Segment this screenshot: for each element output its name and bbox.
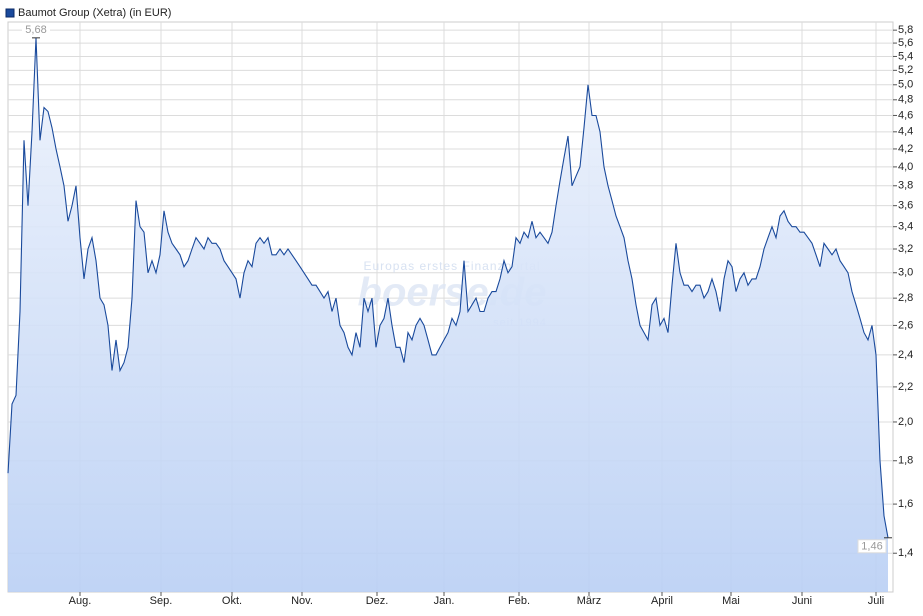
y-tick-label: 1,4 [898, 547, 913, 559]
y-tick-label: 4,2 [898, 143, 913, 155]
y-tick-label: 5,8 [898, 24, 913, 36]
y-tick-label: 4,4 [898, 126, 913, 138]
x-tick-label: Dez. [366, 595, 389, 607]
y-tick-label: 5,6 [898, 37, 913, 49]
x-tick-label: März [577, 595, 601, 607]
x-tick-label: Feb. [508, 595, 530, 607]
x-tick-label: Juni [792, 595, 812, 607]
y-tick-label: 4,6 [898, 109, 913, 121]
y-tick-label: 2,0 [898, 416, 913, 428]
annotation-label: 5,68 [25, 24, 46, 36]
x-tick-label: Okt. [222, 595, 242, 607]
x-tick-label: Nov. [291, 595, 313, 607]
annotation-box [22, 22, 50, 36]
x-tick-label: Juli [868, 595, 885, 607]
x-tick-label: Mai [722, 595, 740, 607]
y-tick-label: 4,8 [898, 94, 913, 106]
watermark-tagline: Europas erstes Finanzportal [363, 259, 540, 273]
area-fill [8, 37, 888, 592]
y-tick-label: 2,4 [898, 349, 913, 361]
y-tick-label: 1,8 [898, 455, 913, 467]
annotation-label: 1,46 [861, 541, 882, 553]
y-tick-label: 2,8 [898, 292, 913, 304]
y-tick-label: 1,6 [898, 498, 913, 510]
legend-label: Baumot Group (Xetra) (in EUR) [18, 7, 171, 19]
x-tick-label: Jan. [434, 595, 455, 607]
x-tick-label: Sep. [150, 595, 173, 607]
price-line [7, 37, 889, 538]
x-tick-label: Aug. [69, 595, 92, 607]
y-tick-label: 4,0 [898, 161, 913, 173]
y-tick-label: 3,8 [898, 180, 913, 192]
y-tick-label: 2,6 [898, 319, 913, 331]
y-tick-label: 3,4 [898, 221, 913, 233]
y-tick-label: 5,2 [898, 64, 913, 76]
legend-swatch [5, 8, 15, 18]
y-tick-label: 5,4 [898, 50, 913, 62]
x-tick-label: April [651, 595, 673, 607]
y-tick-label: 2,2 [898, 381, 913, 393]
annotation-box [857, 539, 887, 554]
y-tick-label: 3,2 [898, 243, 913, 255]
y-tick-label: 3,0 [898, 267, 913, 279]
y-tick-label: 5,0 [898, 79, 913, 91]
y-tick-label: 3,6 [898, 200, 913, 212]
